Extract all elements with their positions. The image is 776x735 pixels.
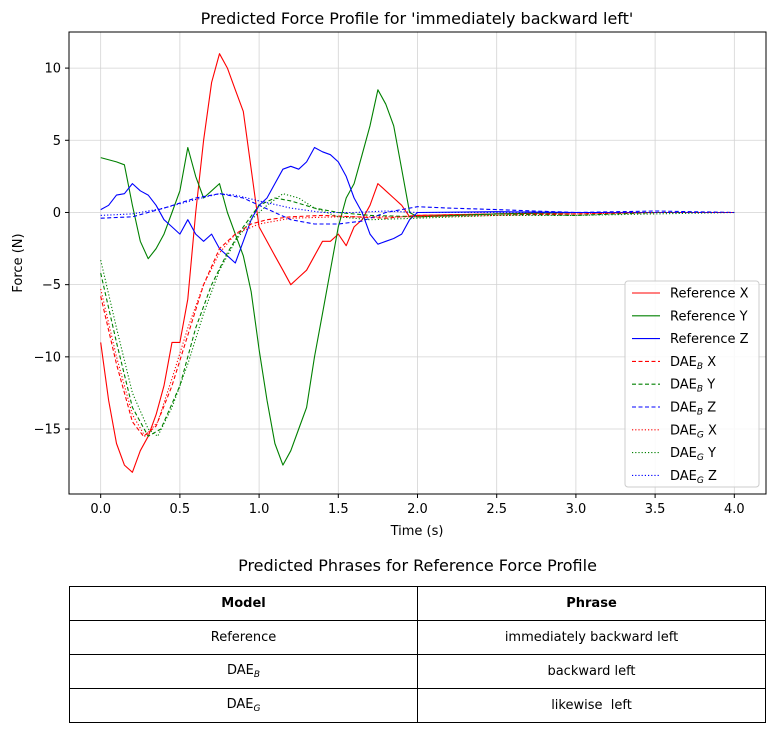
x-tick-label: 0.0 bbox=[90, 502, 111, 517]
x-tick-label: 2.0 bbox=[407, 502, 428, 517]
header-phrase: Phrase bbox=[417, 586, 766, 621]
x-axis-label: Time (s) bbox=[390, 524, 444, 539]
y-tick-label: 0 bbox=[53, 206, 61, 221]
model-cell: Reference bbox=[69, 620, 418, 655]
legend-label: DAEB Y bbox=[670, 378, 715, 395]
force-profile-chart: Predicted Force Profile for 'immediately… bbox=[11, 9, 767, 539]
series-line-reference-x bbox=[100, 53, 735, 473]
x-tick-label: 1.0 bbox=[249, 502, 270, 517]
phrase-cell: backward left bbox=[417, 654, 766, 689]
chart-title: Predicted Force Profile for 'immediately… bbox=[201, 9, 634, 28]
x-tick-label: 0.5 bbox=[170, 502, 191, 517]
legend-label: DAEG X bbox=[670, 423, 717, 440]
y-tick-label: −15 bbox=[34, 423, 61, 438]
x-tick-label: 4.0 bbox=[724, 502, 745, 517]
series-lines bbox=[100, 53, 735, 473]
series-line-dae-g-x bbox=[100, 211, 735, 437]
legend-label: DAEG Y bbox=[670, 446, 716, 463]
x-tick-label: 1.5 bbox=[328, 502, 349, 517]
legend-label: Reference Z bbox=[670, 332, 749, 347]
y-tick-label: −5 bbox=[42, 278, 61, 293]
legend-label: Reference Y bbox=[670, 309, 748, 324]
series-line-dae-b-z bbox=[100, 193, 735, 225]
model-cell: DAEG bbox=[69, 688, 418, 723]
model-cell: DAEB bbox=[69, 654, 418, 689]
legend: Reference X Reference Y Reference Z DAEB X D… bbox=[624, 280, 760, 488]
table-row: DAEB backward left bbox=[69, 654, 766, 689]
legend-label: Reference X bbox=[670, 287, 749, 302]
table-header-row: Model Phrase bbox=[69, 586, 766, 621]
table-row: Reference immediately backward left bbox=[69, 620, 766, 655]
series-line-dae-g-y bbox=[100, 193, 735, 437]
table-title: Predicted Phrases for Reference Force Pr… bbox=[238, 556, 597, 575]
y-tick-label: 10 bbox=[44, 62, 61, 77]
table-row: DAEG likewise left bbox=[69, 688, 766, 723]
header-model: Model bbox=[69, 586, 418, 621]
legend-label: DAEG Z bbox=[670, 469, 717, 486]
y-tick-label: −10 bbox=[34, 350, 61, 365]
series-line-dae-g-z bbox=[100, 193, 735, 216]
legend-label: DAEB X bbox=[670, 355, 716, 372]
phrase-cell: likewise left bbox=[417, 688, 766, 723]
legend-label: DAEB Z bbox=[670, 401, 716, 418]
y-axis-label: Force (N) bbox=[11, 233, 26, 292]
phrase-table: Model Phrase Reference immediately backwa… bbox=[69, 586, 766, 723]
x-tick-label: 3.5 bbox=[645, 502, 666, 517]
x-tick-label: 3.0 bbox=[566, 502, 587, 517]
y-tick-label: 5 bbox=[53, 134, 61, 149]
phrase-cell: immediately backward left bbox=[417, 620, 766, 655]
axis-ticks: 0.0 0.5 1.0 1.5 2.0 2.5 3.0 3.5 4.0 −15 −10 −5 0 5 10 bbox=[34, 62, 745, 517]
x-tick-label: 2.5 bbox=[486, 502, 507, 517]
series-line-reference-y bbox=[100, 89, 735, 466]
legend-frame bbox=[624, 280, 760, 488]
